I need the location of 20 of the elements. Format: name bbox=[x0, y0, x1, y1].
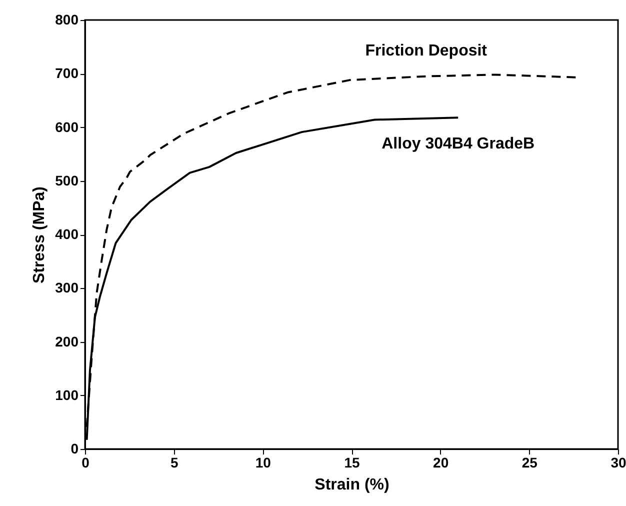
y-tick-label: 800 bbox=[55, 12, 79, 28]
x-tick-label: 30 bbox=[610, 454, 626, 470]
x-axis-title: Strain (%) bbox=[314, 476, 390, 494]
y-tick-label: 400 bbox=[55, 226, 79, 242]
x-tick-label: 0 bbox=[82, 454, 90, 470]
series-label: Friction Deposit bbox=[365, 42, 488, 60]
x-tick-label: 5 bbox=[170, 454, 178, 470]
y-tick-label: 300 bbox=[55, 280, 79, 296]
y-tick-label: 100 bbox=[55, 386, 79, 403]
y-tick-label: 0 bbox=[70, 440, 79, 456]
y-tick-label: 200 bbox=[55, 333, 79, 350]
y-tick-label: 700 bbox=[55, 65, 79, 82]
series-label: Alloy 304B4 GradeB bbox=[382, 136, 535, 153]
x-tick-label: 15 bbox=[344, 454, 360, 470]
x-tick-label: 10 bbox=[255, 454, 272, 470]
y-tick-label: 500 bbox=[55, 172, 79, 188]
x-tick-label: 25 bbox=[522, 454, 538, 470]
y-axis-title: Stress (MPa) bbox=[31, 186, 48, 284]
y-tick-label: 600 bbox=[55, 118, 79, 135]
x-tick-label: 20 bbox=[433, 454, 449, 470]
